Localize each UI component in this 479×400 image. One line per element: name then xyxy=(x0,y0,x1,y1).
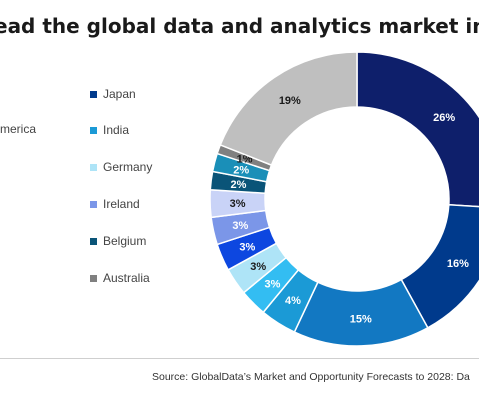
chart-title-text: ead the global data and analytics market… xyxy=(0,14,479,38)
legend-label: America xyxy=(0,122,37,136)
donut-slice xyxy=(356,51,479,208)
chart-title: ead the global data and analytics market… xyxy=(0,10,479,44)
legend-label: India xyxy=(103,123,130,137)
footer-divider xyxy=(0,358,479,359)
donut-chart: 26%16%15%4%3%3%3%3%3%2%2%1%19% xyxy=(209,51,479,347)
slice-label: 3% xyxy=(239,241,255,253)
legend-swatch xyxy=(90,238,97,245)
legend-label: Belgium xyxy=(103,234,147,248)
slice-label: 19% xyxy=(279,95,301,107)
slice-label: 3% xyxy=(230,198,246,210)
legend-swatch xyxy=(90,164,97,171)
legend-label: Australia xyxy=(103,271,150,285)
legend-swatch xyxy=(90,127,97,134)
slice-label: 15% xyxy=(350,313,372,325)
legend-label: Japan xyxy=(103,87,136,101)
slice-label: 16% xyxy=(447,258,469,270)
slice-label: 3% xyxy=(232,220,248,232)
legend-label: Germany xyxy=(103,160,153,174)
slice-label: 4% xyxy=(285,295,301,307)
legend-swatch xyxy=(90,201,97,208)
donut-slice xyxy=(219,51,358,167)
chart-legend: America Japan India Germany Ireland Belgium Au… xyxy=(0,0,220,360)
slice-label: 3% xyxy=(265,278,281,290)
slice-label: 3% xyxy=(250,261,266,273)
legend-swatch xyxy=(90,275,97,282)
source-note: Source: GlobalData’s Market and Opportun… xyxy=(152,371,470,383)
slice-label: 2% xyxy=(230,179,246,191)
slice-label: 26% xyxy=(433,112,455,124)
legend-swatch xyxy=(90,91,97,98)
slice-label: 2% xyxy=(233,164,249,176)
legend-label: Ireland xyxy=(103,197,140,211)
